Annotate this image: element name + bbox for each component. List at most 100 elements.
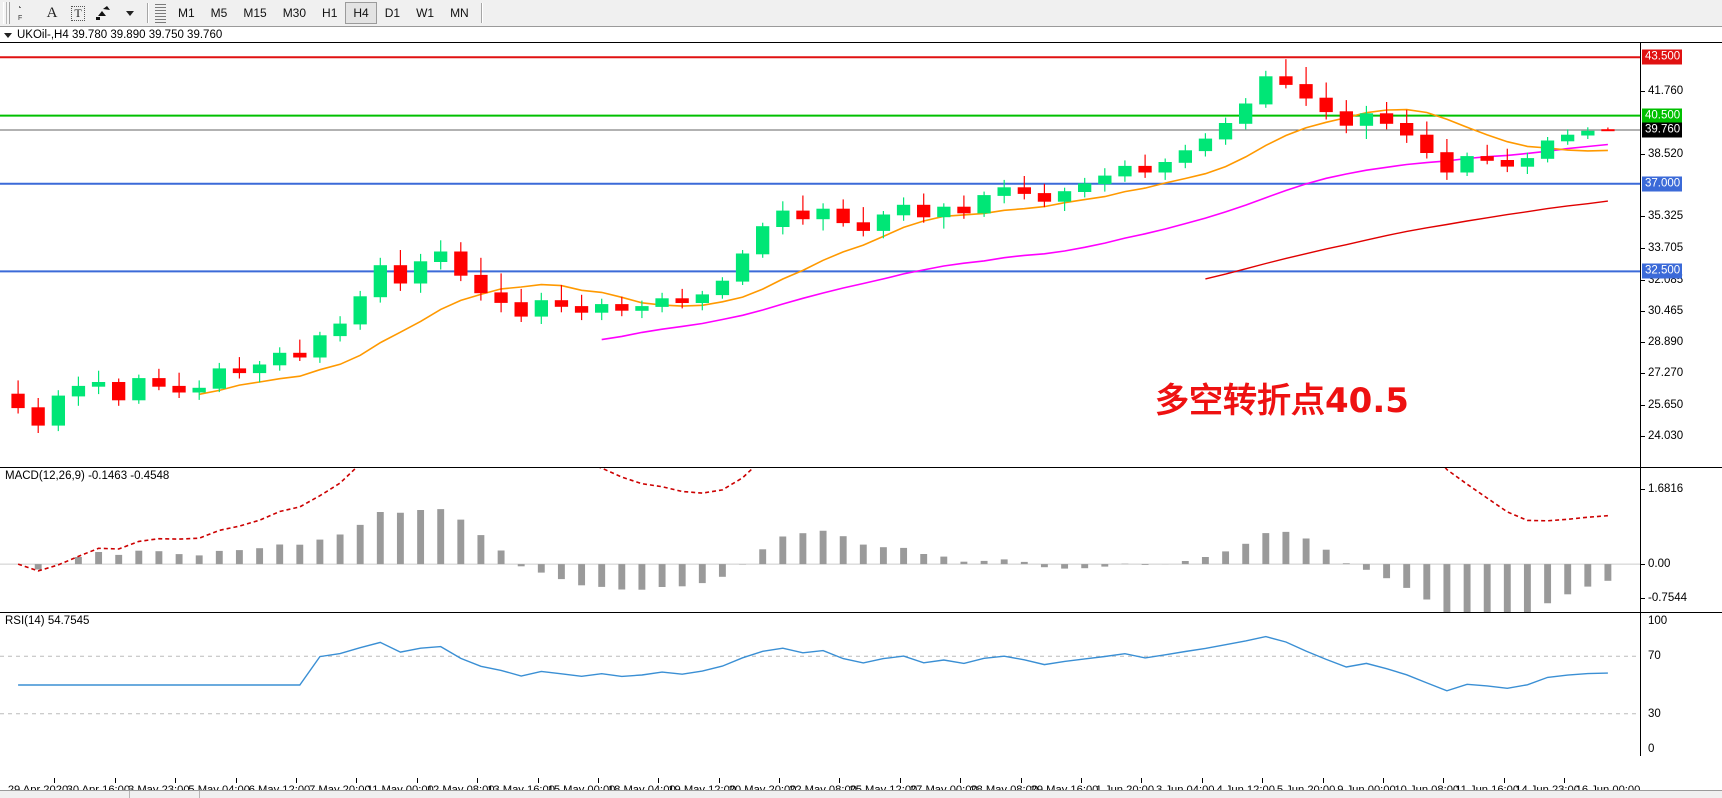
time-axis-tick [1322,778,1324,783]
price-level-tag-39.760[interactable]: 39.760 [1642,122,1683,138]
chart-panes: 多空转折点40.5 41.760 38.520 35.325 33.705 32.085… [0,43,1722,783]
status-cell-2 [130,791,200,798]
rsi-pane[interactable]: RSI(14) 54.7545 100 70 30 0 [0,612,1722,756]
rsi-axis-label: 100 [1648,615,1668,627]
price-axis-tick [1641,247,1645,249]
time-axis-tick [54,778,56,783]
time-axis-tick [1382,778,1384,783]
time-axis-tick [1564,778,1565,783]
time-axis-tick [416,778,418,783]
price-level-tag-37.000[interactable]: 37.000 [1642,176,1683,192]
rsi-axis[interactable]: 100 70 30 0 [1640,613,1722,756]
macd-axis-label: -0.7544 [1648,591,1688,604]
price-axis-label: 25.650 [1648,398,1684,411]
toolbar-drag-handle[interactable] [3,2,10,24]
time-axis-tick [1503,778,1505,783]
time-axis-tick [1080,778,1082,783]
price-axis-tick [1641,279,1645,281]
scale-icon[interactable] [155,3,166,23]
price-axis-tick [1641,341,1645,343]
time-axis-tick [1141,778,1143,783]
rsi-pane-label: RSI(14) 54.7545 [5,615,90,627]
price-axis-tick [1641,373,1645,375]
timeframe-m30[interactable]: M30 [282,6,307,20]
price-level-tag-32.500[interactable]: 32.500 [1642,263,1683,279]
price-plot-area[interactable]: 多空转折点40.5 [0,43,1640,467]
time-axis-tick [839,778,841,783]
price-axis-label: 41.760 [1648,85,1684,98]
time-axis-tick [899,778,901,783]
price-axis-label: 30.465 [1648,305,1684,317]
time-axis-tick [718,778,720,783]
rsi-axis-label: 30 [1648,707,1661,720]
time-axis-tick [235,778,237,783]
macd-plot-area[interactable] [0,468,1640,612]
macd-axis-tick [1641,597,1645,599]
macd-axis-label: 0.00 [1648,558,1671,571]
time-axis-tick [175,778,177,783]
timeframe-m5[interactable]: M5 [210,6,228,20]
rsi-svg [0,635,1640,715]
status-bar [0,790,1722,798]
toolbar-separator-1 [147,3,149,23]
price-candles-svg [0,56,1640,433]
macd-pane[interactable]: MACD(12,26,9) -0.1463 -0.4548 1.6816 0.00… [0,467,1722,612]
text-A-icon[interactable]: A [46,4,58,21]
macd-axis[interactable]: 1.6816 0.00 -0.7544 [1640,468,1722,612]
timeframe-group: M1 M5 M15 M30 H1 H4 D1 W1 MN [170,2,477,24]
timeframe-h4[interactable]: H4 [345,2,377,24]
macd-axis-tick [1641,564,1645,566]
status-cell-1 [0,791,130,798]
timeframe-h1[interactable]: H1 [322,6,338,20]
timeframe-d1[interactable]: D1 [384,6,401,20]
time-axis-tick [295,778,297,783]
time-axis-tick [1443,778,1445,783]
price-axis[interactable]: 41.760 38.520 35.325 33.705 32.085 30.465 28.8… [1640,43,1722,467]
price-axis-tick [1641,216,1645,218]
price-axis-tick [1641,404,1645,406]
time-axis-tick [658,778,660,783]
time-axis-tick [1262,778,1264,783]
price-axis-tick [1641,154,1645,156]
macd-pane-label: MACD(12,26,9) -0.1463 -0.4548 [5,470,170,482]
rsi-axis-label: 0 [1648,743,1655,755]
price-axis-label: 28.890 [1648,335,1684,348]
rsi-plot-area[interactable] [0,613,1640,756]
price-axis-label: 35.325 [1648,210,1684,223]
price-axis-label: 33.705 [1648,241,1684,254]
chevron-down-icon[interactable] [118,2,142,24]
price-level-tag-43.500[interactable]: 43.500 [1642,49,1683,65]
rsi-axis-label: 70 [1648,650,1661,663]
time-axis-tick [597,778,599,783]
price-axis-label: 24.030 [1648,430,1684,443]
time-axis-tick [779,778,780,783]
symbol-info-bar: UKOil-,H4 39.780 39.890 39.750 39.760 [0,28,1722,43]
time-axis-tick [537,778,539,783]
price-axis-tick [1641,311,1645,312]
price-axis-label: 27.270 [1648,367,1684,380]
macd-axis-tick [1641,489,1645,490]
crosshair-grid-icon[interactable]: F [14,2,38,24]
symbol-quote-text: UKOil-,H4 39.780 39.890 39.750 39.760 [17,29,223,41]
time-axis-tick [1020,778,1022,783]
text-label-icon[interactable]: T [66,2,90,24]
time-axis-tick [960,778,962,783]
price-axis-label: 38.520 [1648,148,1684,161]
timeframe-m1[interactable]: M1 [178,6,195,20]
timeframe-w1[interactable]: W1 [416,6,435,20]
price-axis-tick [1641,91,1645,93]
time-axis-tick [356,778,358,783]
timeframe-m15[interactable]: M15 [243,6,267,20]
macd-svg [0,468,1640,612]
objects-icon[interactable] [92,2,116,24]
price-level-tag-40.500[interactable]: 40.500 [1642,108,1683,124]
time-axis-tick [1201,778,1203,783]
time-axis-tick [477,778,479,783]
price-pane[interactable]: 多空转折点40.5 41.760 38.520 35.325 33.705 32.085… [0,43,1722,467]
chart-annotation-text: 多空转折点40.5 [1155,381,1409,421]
toolbar-separator-2 [480,3,483,23]
timeframe-mn[interactable]: MN [450,6,469,20]
price-axis-tick [1641,436,1645,438]
collapse-triangle-icon[interactable] [4,32,12,38]
